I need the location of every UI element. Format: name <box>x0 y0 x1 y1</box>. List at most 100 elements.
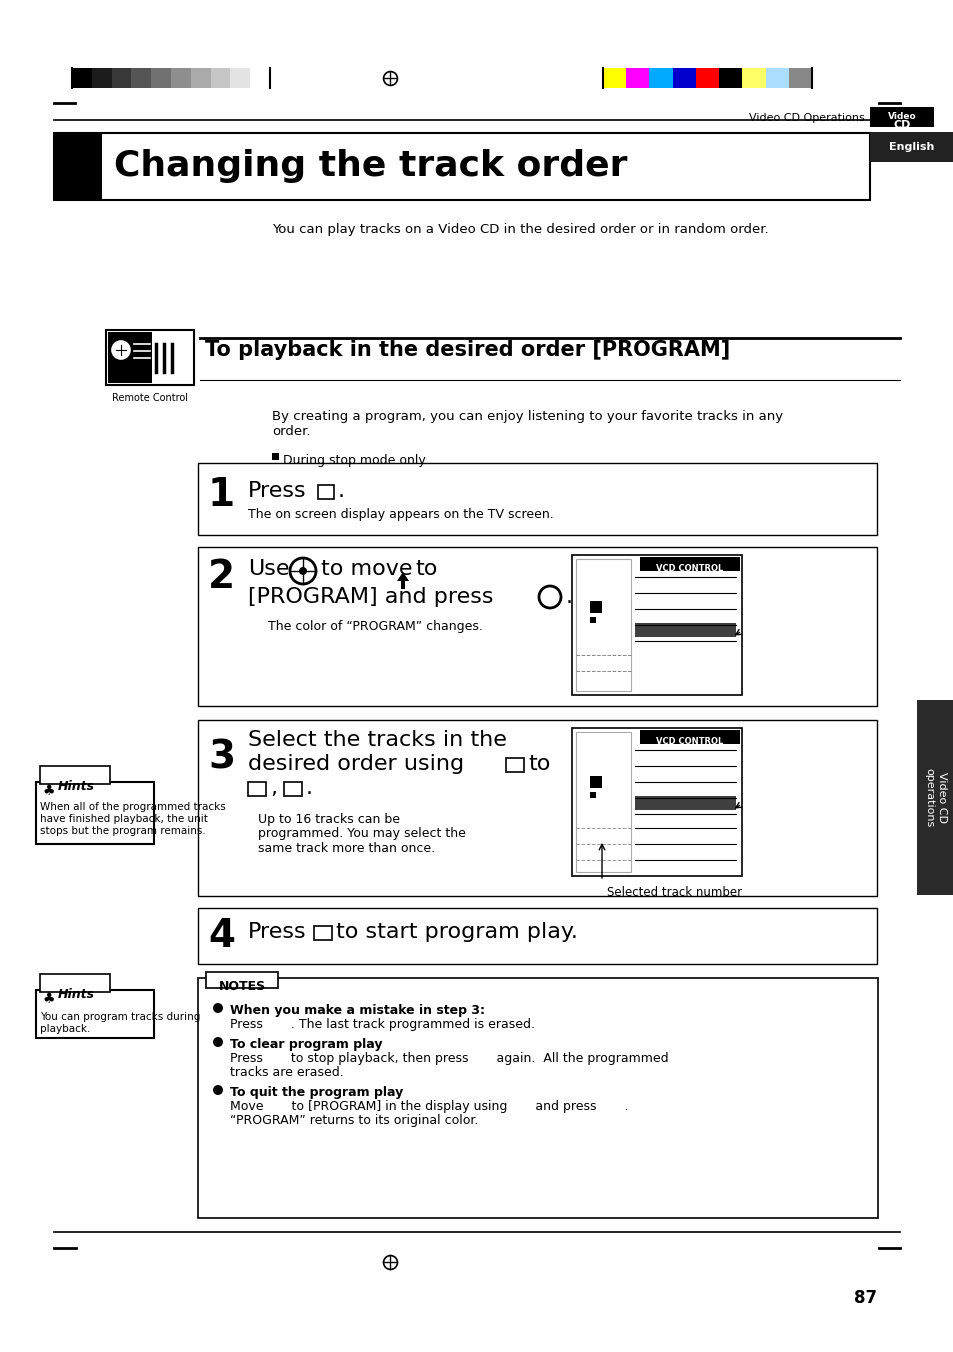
Text: NOTES: NOTES <box>218 980 265 992</box>
Polygon shape <box>396 572 409 589</box>
Text: You can play tracks on a Video CD in the desired order or in random order.: You can play tracks on a Video CD in the… <box>272 223 768 237</box>
Bar <box>317 485 334 499</box>
Text: You can program tracks during: You can program tracks during <box>40 1013 200 1022</box>
Bar <box>602 68 625 88</box>
Bar <box>635 623 735 637</box>
Bar <box>869 107 933 127</box>
Text: Video: Video <box>886 112 915 120</box>
Text: .: . <box>337 481 345 502</box>
Bar <box>40 973 110 992</box>
Text: stops but the program remains.: stops but the program remains. <box>40 826 206 836</box>
Text: Remote Control: Remote Control <box>112 393 188 403</box>
Bar <box>248 781 266 796</box>
Text: Press: Press <box>248 922 306 942</box>
Bar <box>589 602 601 612</box>
Text: English: English <box>888 142 934 151</box>
Text: order.: order. <box>272 425 310 438</box>
Bar <box>112 68 132 88</box>
Bar <box>719 68 741 88</box>
Text: VCD CONTROL: VCD CONTROL <box>656 564 723 573</box>
Bar <box>788 68 811 88</box>
Bar <box>572 727 741 876</box>
Bar <box>36 990 153 1038</box>
Text: ♣: ♣ <box>42 992 54 1006</box>
Bar <box>198 909 876 964</box>
Bar <box>695 68 719 88</box>
Text: 87: 87 <box>853 1288 876 1307</box>
Circle shape <box>538 585 560 608</box>
Bar <box>198 462 876 535</box>
Bar <box>314 926 332 940</box>
Text: “PROGRAM” returns to its original color.: “PROGRAM” returns to its original color. <box>230 1114 477 1128</box>
Text: to: to <box>527 754 550 773</box>
Text: to: to <box>415 558 436 579</box>
Bar <box>71 68 91 88</box>
Bar <box>916 700 953 895</box>
Bar <box>576 558 630 691</box>
Bar <box>198 548 876 706</box>
Circle shape <box>213 1086 223 1095</box>
Text: [PROGRAM] and press: [PROGRAM] and press <box>248 587 493 607</box>
Bar <box>272 453 278 460</box>
Text: 1: 1 <box>208 476 234 514</box>
Text: By creating a program, you can enjoy listening to your favorite tracks in any: By creating a program, you can enjoy lis… <box>272 410 782 423</box>
Text: Select the tracks in the: Select the tracks in the <box>248 730 506 750</box>
Bar <box>198 721 876 896</box>
Text: to move: to move <box>320 558 412 579</box>
Text: Press       to stop playback, then press       again.  All the programmed: Press to stop playback, then press again… <box>230 1052 668 1065</box>
Text: To playback in the desired order [PROGRAM]: To playback in the desired order [PROGRA… <box>205 339 729 360</box>
Text: When you make a mistake in step 3:: When you make a mistake in step 3: <box>230 1005 484 1017</box>
Text: desired order using: desired order using <box>248 754 464 773</box>
Bar <box>589 617 596 623</box>
Text: CD: CD <box>892 120 910 130</box>
Text: Selected track number: Selected track number <box>606 886 741 899</box>
Bar <box>635 796 735 810</box>
Bar <box>625 68 649 88</box>
Text: Press       . The last track programmed is erased.: Press . The last track programmed is era… <box>230 1018 535 1032</box>
Text: ,: , <box>270 777 276 798</box>
Text: Use: Use <box>248 558 289 579</box>
Bar <box>505 758 523 772</box>
Text: playback.: playback. <box>40 1023 91 1034</box>
Text: Video CD Operations: Video CD Operations <box>748 114 864 123</box>
Text: To quit the program play: To quit the program play <box>230 1086 403 1099</box>
Circle shape <box>213 1003 223 1013</box>
Text: Hints: Hints <box>58 988 95 1000</box>
Bar <box>231 68 250 88</box>
Bar <box>191 68 211 88</box>
Text: The on screen display appears on the TV screen.: The on screen display appears on the TV … <box>248 508 553 522</box>
Bar <box>250 68 270 88</box>
Bar <box>106 330 193 385</box>
Circle shape <box>112 341 130 360</box>
Text: .: . <box>306 777 313 798</box>
Bar <box>576 731 630 872</box>
Text: ♣: ♣ <box>42 784 54 798</box>
Text: During stop mode only: During stop mode only <box>283 454 425 466</box>
Text: Hints: Hints <box>58 780 95 794</box>
Text: Up to 16 tracks can be: Up to 16 tracks can be <box>257 814 399 826</box>
Text: Video CD
operations: Video CD operations <box>923 768 946 827</box>
Circle shape <box>290 558 315 584</box>
Bar <box>54 132 869 200</box>
Text: programmed. You may select the: programmed. You may select the <box>257 827 465 841</box>
Text: 2: 2 <box>208 558 234 596</box>
Bar <box>91 68 112 88</box>
Text: same track more than once.: same track more than once. <box>257 841 435 854</box>
Bar <box>36 781 153 844</box>
Bar <box>284 781 302 796</box>
Text: have finished playback, the unit: have finished playback, the unit <box>40 814 208 823</box>
Bar <box>151 68 171 88</box>
Bar <box>171 68 191 88</box>
Text: 4: 4 <box>208 917 234 955</box>
Bar <box>572 556 741 695</box>
Bar <box>198 977 877 1218</box>
Text: VCD CONTROL: VCD CONTROL <box>656 737 723 746</box>
Bar <box>132 68 151 88</box>
Circle shape <box>213 1037 223 1046</box>
Text: to start program play.: to start program play. <box>335 922 578 942</box>
Bar <box>40 767 110 784</box>
Text: When all of the programmed tracks: When all of the programmed tracks <box>40 802 226 813</box>
Bar <box>764 68 788 88</box>
Bar <box>639 730 740 744</box>
Bar <box>54 132 102 200</box>
